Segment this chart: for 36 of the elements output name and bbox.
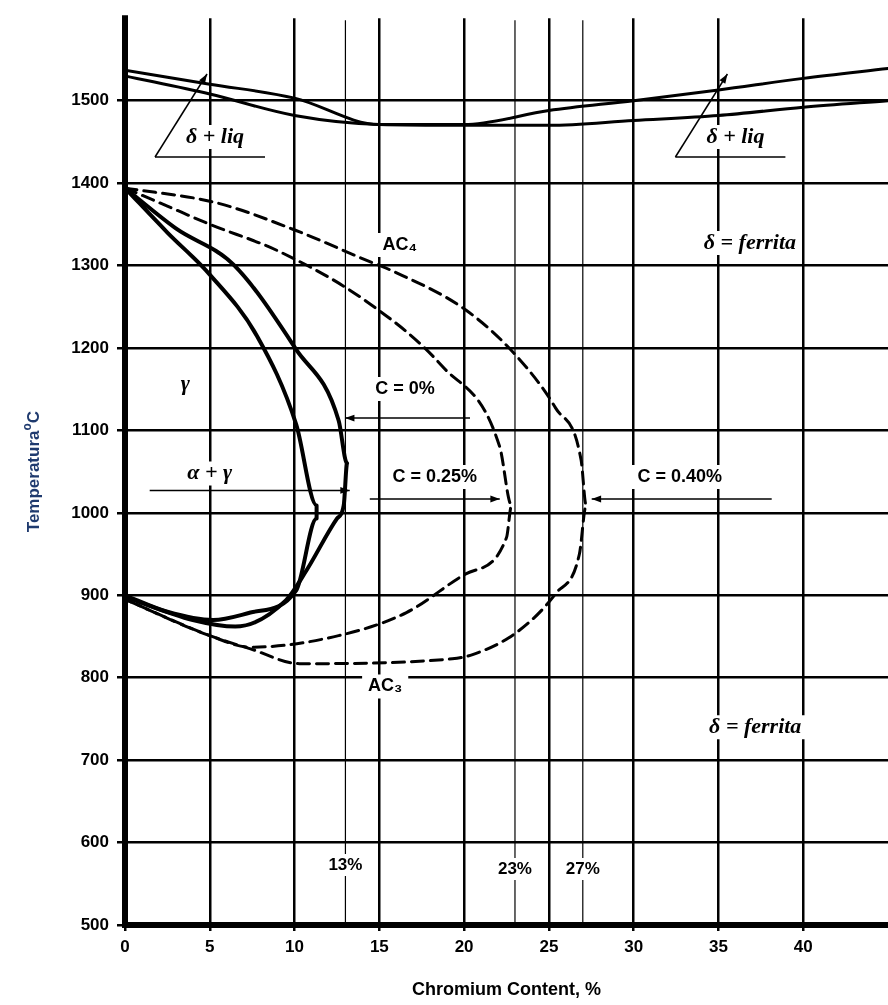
annotation: γ	[180, 370, 191, 396]
annotation: δ = ferrita	[709, 713, 802, 739]
y-tick-label: 1500	[71, 90, 109, 110]
y-tick-label: 1400	[71, 172, 109, 192]
y-axis-title: TemperaturaoC	[20, 410, 43, 533]
x-tick-label: 10	[285, 936, 305, 956]
y-tick-label: 1200	[71, 337, 109, 357]
annotation: AC₃	[368, 675, 403, 696]
annotation: δ + liq	[706, 122, 765, 148]
x-tick-label: 25	[539, 936, 559, 956]
y-tick-label: 1100	[72, 420, 109, 440]
ref-line-label: 23%	[497, 858, 532, 878]
y-tick-label: 1000	[71, 502, 109, 522]
x-tick-label: 40	[793, 936, 813, 956]
annotation: C = 0.40%	[637, 466, 722, 487]
annotation: α + γ	[187, 459, 233, 485]
y-tick-label: 600	[80, 832, 109, 852]
x-tick-label: 35	[708, 936, 728, 956]
ref-line-label: 27%	[565, 858, 600, 878]
ref-line-label: 13%	[328, 854, 363, 874]
annotation: δ = ferrita	[703, 228, 797, 254]
y-tick-label: 900	[80, 584, 109, 604]
y-tick-label: 500	[80, 914, 109, 934]
x-tick-label: 30	[624, 936, 644, 956]
annotation: AC₄	[382, 233, 417, 254]
annotation: C = 0.25%	[392, 466, 478, 487]
x-tick-label: 0	[120, 936, 130, 956]
x-tick-label: 15	[369, 936, 389, 956]
annotation: δ + liq	[186, 122, 245, 148]
annotation: C = 0%	[375, 378, 435, 399]
x-axis-title: Chromium Content, %	[412, 979, 601, 1000]
y-tick-label: 800	[80, 667, 109, 687]
y-tick-label: 1300	[71, 255, 109, 275]
x-tick-label: 20	[454, 936, 474, 956]
y-tick-label: 700	[80, 749, 109, 769]
x-tick-label: 5	[205, 936, 215, 956]
